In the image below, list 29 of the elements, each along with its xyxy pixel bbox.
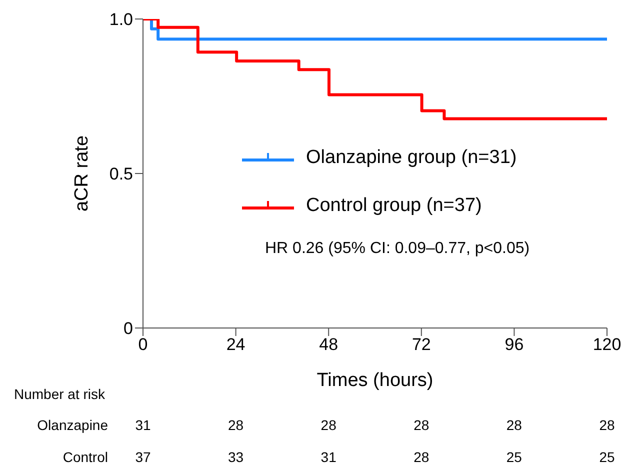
text: 25	[505, 449, 523, 465]
legend-label: Olanzapine group (n=31)	[306, 147, 517, 169]
text: 28	[227, 417, 245, 433]
text: 28	[412, 417, 430, 433]
text: 37	[134, 449, 152, 465]
text: 28	[320, 417, 338, 433]
x-axis-title: Times (hours)	[316, 370, 434, 392]
legend-label: Control group (n=37)	[306, 195, 482, 217]
text: 31	[134, 417, 152, 433]
text: 31	[320, 449, 338, 465]
text: Olanzapine	[37, 417, 108, 433]
text: 28	[412, 449, 430, 465]
y-axis-title: aCR rate	[72, 135, 93, 212]
x-tick-label: 96	[504, 335, 524, 354]
x-tick-label: 72	[412, 335, 431, 354]
x-tick-label: 48	[319, 335, 338, 354]
x-tick-label: 24	[226, 335, 246, 354]
text: 28	[598, 417, 616, 433]
text: Number at risk	[14, 386, 106, 402]
y-tick-label: 1.0	[109, 10, 133, 30]
text: 33	[227, 449, 245, 465]
x-tick-label: 0	[138, 335, 148, 354]
y-tick-label: 0.5	[109, 164, 133, 184]
text: 28	[505, 417, 523, 433]
text: Control	[62, 449, 108, 465]
x-tick-label: 120	[592, 335, 622, 354]
text: 25	[598, 449, 616, 465]
y-tick-label: 0	[124, 319, 133, 338]
annotation: HR 0.26 (95% CI: 0.09–0.77, p<0.05)	[265, 240, 530, 258]
